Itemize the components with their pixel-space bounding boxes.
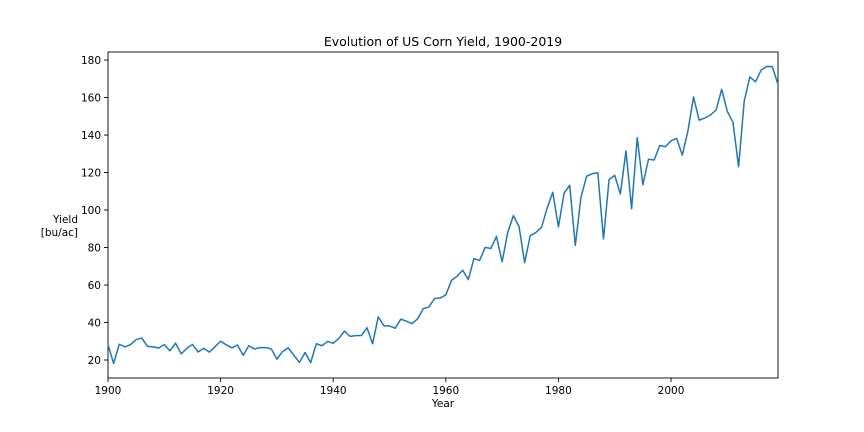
y-axis-label-line-2: [bu/ac]	[41, 227, 78, 239]
y-tick-label: 120	[81, 168, 101, 180]
chart-title: Evolution of US Corn Yield, 1900-2019	[324, 34, 562, 49]
x-tick-label: 1960	[432, 385, 459, 397]
x-axis-label: Year	[431, 398, 455, 410]
x-tick-label: 1900	[95, 385, 122, 397]
series-line-yield	[107, 65, 779, 365]
series-group	[107, 65, 779, 365]
x-tick-label: 2000	[658, 385, 685, 397]
y-axis: 20 40 60 80 100 120 140 160 180	[81, 55, 108, 367]
x-tick-label: 1940	[320, 385, 347, 397]
y-tick-label: 160	[81, 93, 101, 105]
y-tick-label: 40	[88, 318, 101, 330]
y-tick-label: 20	[88, 355, 101, 367]
x-axis: 1900 1920 1940 1960 1980 2000	[95, 378, 685, 397]
plot-border	[107, 51, 779, 379]
y-tick-label: 180	[81, 55, 101, 67]
y-tick-label: 80	[88, 243, 101, 255]
y-tick-label: 60	[88, 280, 101, 292]
y-tick-label: 100	[81, 205, 101, 217]
x-tick-label: 1920	[207, 385, 234, 397]
plot-frame	[107, 51, 779, 379]
y-axis-label-line-1: Yield	[52, 214, 78, 226]
y-tick-label: 140	[81, 130, 101, 142]
x-tick-label: 1980	[545, 385, 572, 397]
